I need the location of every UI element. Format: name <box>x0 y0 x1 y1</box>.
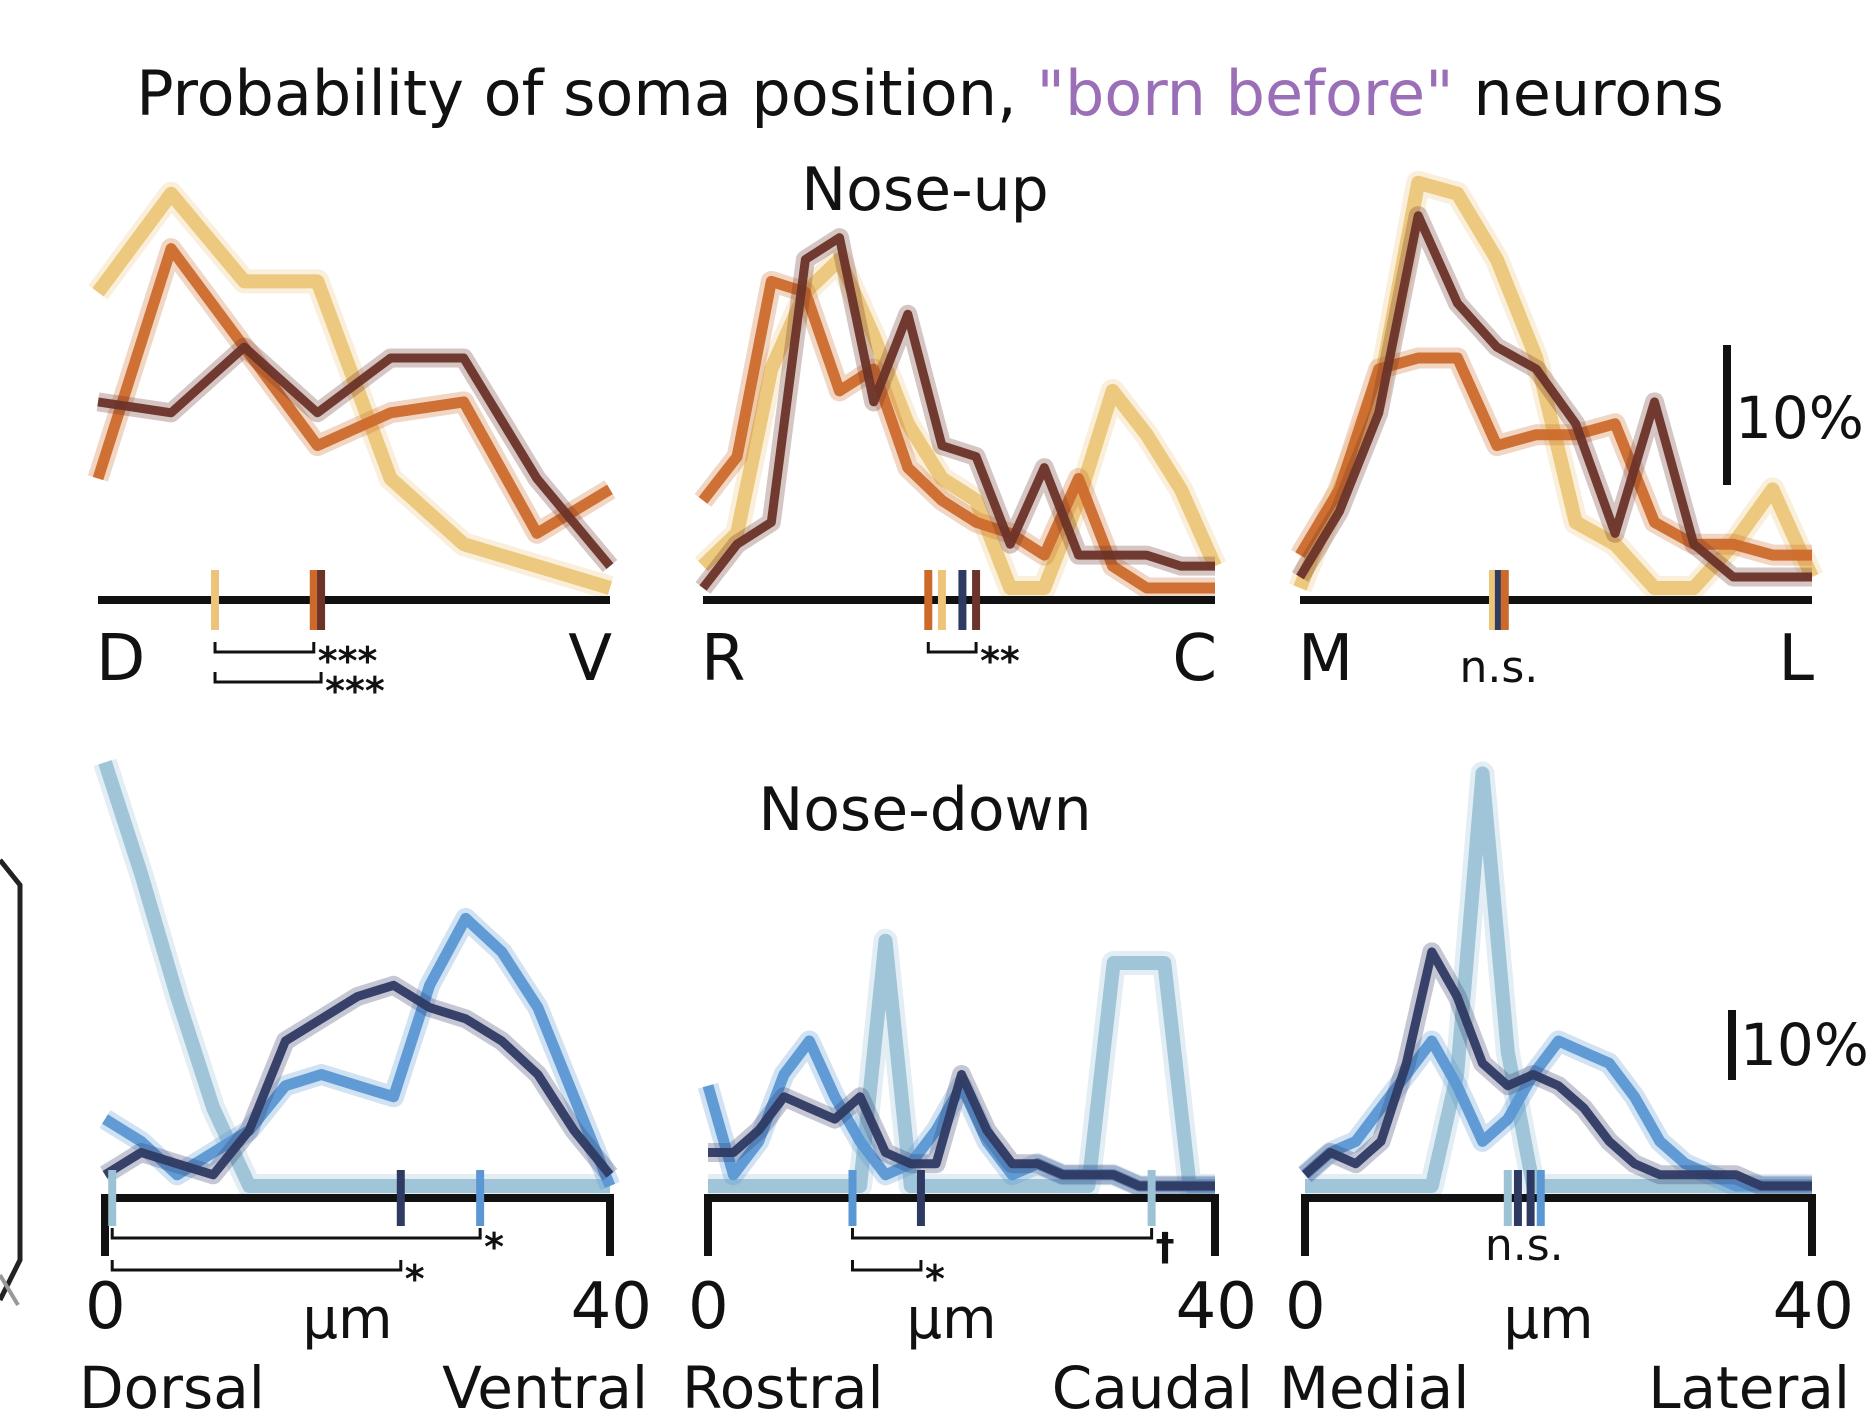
axis-label-end: Lateral <box>1648 1354 1850 1422</box>
tick-label-start: 0 <box>1285 1270 1326 1344</box>
series-line-down_light <box>98 760 610 1193</box>
tick-label-start: 0 <box>688 1270 729 1344</box>
scale-bar-nose-down: 10% <box>1728 1010 1869 1080</box>
axis-label-start: Dorsal <box>79 1354 265 1422</box>
unit-label: μm <box>302 1287 392 1352</box>
panel-up-dv: ****** D V <box>87 181 618 713</box>
panel-down-rc: † * 0 40 μm Rostral Caudal <box>682 928 1257 1422</box>
axis-label-end: Caudal <box>1052 1354 1253 1422</box>
axis-label-start: Rostral <box>682 1354 884 1422</box>
series-line-up_dark <box>1296 211 1812 582</box>
tick-label-start: 0 <box>85 1270 126 1344</box>
tick-label-end: 40 <box>1176 1270 1257 1344</box>
significance-bracket <box>926 642 978 654</box>
series-line-down_dark <box>1302 947 1812 1191</box>
scale-bar-label: 10% <box>1735 384 1864 452</box>
significance-label: * <box>484 1225 504 1269</box>
panel-up-ml: n.s. M L <box>1288 170 1823 696</box>
cropped-diagram-edge <box>0 858 23 1302</box>
significance-label: *** <box>318 639 378 683</box>
axis-letter-start: R <box>701 622 745 696</box>
unit-label: μm <box>906 1287 996 1352</box>
axis-label-end: Ventral <box>442 1354 648 1422</box>
series-line-up_mid <box>92 243 613 539</box>
significance-label: *** <box>325 669 385 713</box>
significance-label: * <box>405 1257 425 1301</box>
significance-bracket <box>850 1228 1154 1240</box>
significance-bracket <box>213 642 316 654</box>
unit-label: μm <box>1503 1287 1593 1352</box>
series-line-down_mid <box>102 912 616 1189</box>
axis-label-start: Medial <box>1279 1354 1469 1422</box>
significance-label: † <box>1156 1225 1175 1269</box>
axis-letter-end: C <box>1172 622 1217 696</box>
group-title-nose-up: Nose-up <box>801 155 1049 225</box>
significance-bracket <box>850 1260 923 1272</box>
series-band-down_dark <box>708 1065 1215 1196</box>
panel-down-ml: n.s. 0 40 μm Medial Lateral <box>1279 761 1854 1422</box>
title-highlight: "born before" <box>1036 57 1453 130</box>
tick-label-end: 40 <box>571 1270 652 1344</box>
scale-bar-nose-up: 10% <box>1723 345 1864 485</box>
series-line-up_light <box>698 252 1222 595</box>
cropped-diagram-edge-gray <box>0 1273 20 1307</box>
significance-bracket <box>110 1260 403 1272</box>
title-prefix: Probability of soma position, <box>136 57 1036 130</box>
scale-bar-label: 10% <box>1740 1011 1869 1079</box>
series-line-down_light <box>708 933 1215 1193</box>
title-suffix: neurons <box>1454 57 1724 130</box>
significance-bracket <box>213 672 323 684</box>
series-line-down_mid <box>1301 1035 1812 1192</box>
series-line-up_dark <box>97 342 614 569</box>
series-band-down_light <box>93 758 610 1198</box>
series-line-down_dark <box>708 1070 1215 1191</box>
axis-letter-start: M <box>1298 622 1353 696</box>
significance-label: ** <box>980 639 1020 683</box>
panel-down-dv: * * 0 40 μm Dorsal Ventral <box>79 758 652 1422</box>
group-title-nose-down: Nose-down <box>758 775 1091 845</box>
axis-letter-end: V <box>568 622 612 696</box>
series-band-down_mid <box>99 907 620 1190</box>
ns-label: n.s. <box>1485 1220 1564 1271</box>
significance-label: * <box>925 1257 945 1301</box>
series-band-down_mid <box>697 1030 1215 1197</box>
axis-letter-start: D <box>96 622 145 696</box>
axis-letter-end: L <box>1778 622 1814 696</box>
series-line-up_mid <box>698 275 1215 594</box>
significance-bracket <box>110 1228 482 1240</box>
panel-up-rc: ** R C <box>694 228 1226 696</box>
tick-label-end: 40 <box>1773 1270 1854 1344</box>
ns-label: n.s. <box>1459 642 1538 693</box>
figure-title: Probability of soma position, "born befo… <box>136 57 1724 130</box>
series-line-down_dark <box>102 980 614 1180</box>
series-line-up_dark <box>699 233 1215 591</box>
